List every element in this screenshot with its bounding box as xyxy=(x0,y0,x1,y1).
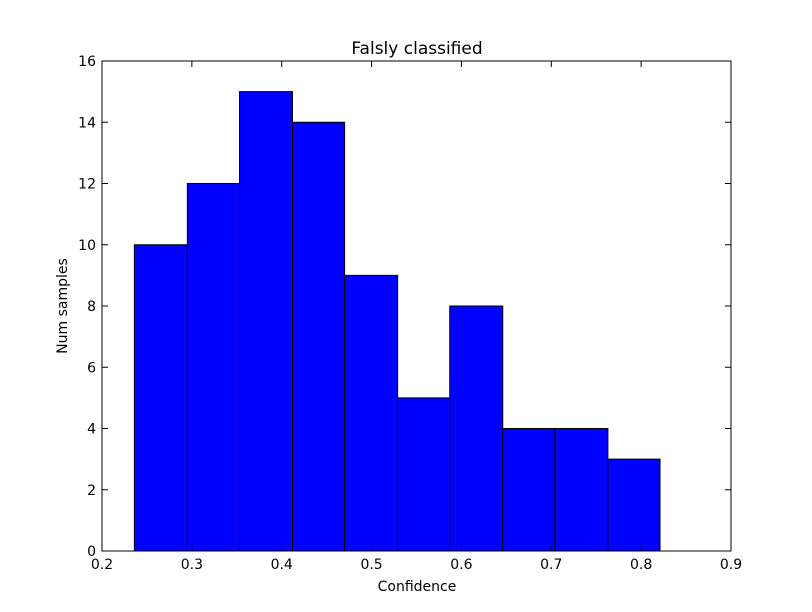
histogram-bar xyxy=(291,121,346,552)
histogram-bar xyxy=(607,458,661,552)
x-tick-label: 0.7 xyxy=(540,557,562,573)
histogram-bar xyxy=(502,428,556,552)
histogram-bar xyxy=(554,428,609,552)
y-tick-label: 8 xyxy=(87,299,96,315)
histogram-bar xyxy=(238,91,293,552)
x-tick-label: 0.3 xyxy=(181,557,203,573)
x-tick-label: 0.9 xyxy=(720,557,742,573)
y-tick-label: 2 xyxy=(87,483,96,499)
x-tick-label: 0.2 xyxy=(91,557,113,573)
y-tick-label: 12 xyxy=(78,177,96,193)
x-axis-label: Confidence xyxy=(378,579,457,595)
histogram-bar xyxy=(133,244,188,552)
histogram-bar xyxy=(397,397,451,552)
x-axis-ticks: 0.2 0.3 0.4 0.5 0.6 0.7 0.8 0.9 xyxy=(91,61,742,573)
histogram-bar xyxy=(186,183,240,552)
x-tick-label: 0.5 xyxy=(360,557,382,573)
y-axis-label: Num samples xyxy=(55,258,71,354)
histogram-bar xyxy=(344,274,399,552)
x-tick-label: 0.4 xyxy=(271,557,293,573)
y-tick-label: 4 xyxy=(87,422,96,438)
y-tick-label: 10 xyxy=(78,238,96,254)
y-tick-label: 0 xyxy=(87,544,96,560)
histogram-bar xyxy=(449,305,504,552)
x-tick-label: 0.6 xyxy=(450,557,472,573)
y-tick-label: 6 xyxy=(87,360,96,376)
y-axis-ticks: 0 2 4 6 8 10 12 14 16 xyxy=(78,54,731,560)
bars-group xyxy=(133,91,661,552)
chart-title: Falsly classified xyxy=(351,39,482,59)
x-tick-label: 0.8 xyxy=(630,557,652,573)
y-tick-label: 16 xyxy=(78,54,96,70)
y-tick-label: 14 xyxy=(78,115,96,131)
